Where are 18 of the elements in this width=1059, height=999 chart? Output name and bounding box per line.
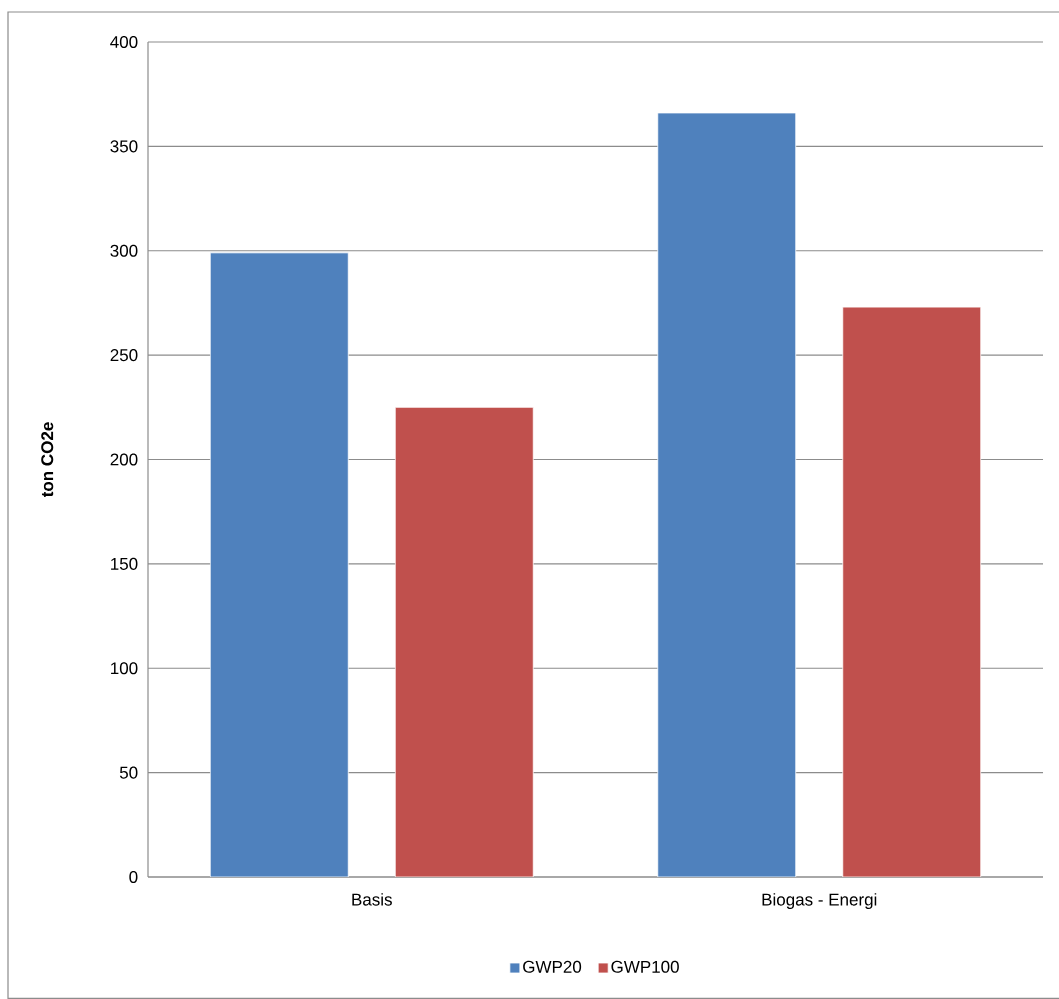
y-tick-label: 200 <box>110 453 138 466</box>
x-tick-label: Basis <box>352 893 392 906</box>
y-tick-label: 250 <box>110 349 138 362</box>
y-tick-label: 50 <box>119 766 138 779</box>
y-tick-label: 300 <box>110 244 138 257</box>
bar <box>209 252 349 877</box>
y-tick-label: 0 <box>129 870 138 884</box>
bar <box>842 306 982 877</box>
y-axis-title: ton CO2e <box>41 422 54 498</box>
bar <box>657 112 797 877</box>
y-tick-label: 400 <box>110 35 138 49</box>
y-tick-label: 150 <box>111 557 138 570</box>
legend-label: GWP100 <box>611 960 679 973</box>
x-tick-label: Biogas - Energi <box>762 893 877 909</box>
y-tick-label: 100 <box>111 662 138 675</box>
legend-label: GWP20 <box>523 960 582 973</box>
y-tick-label: 350 <box>110 140 138 153</box>
bar <box>394 406 534 877</box>
